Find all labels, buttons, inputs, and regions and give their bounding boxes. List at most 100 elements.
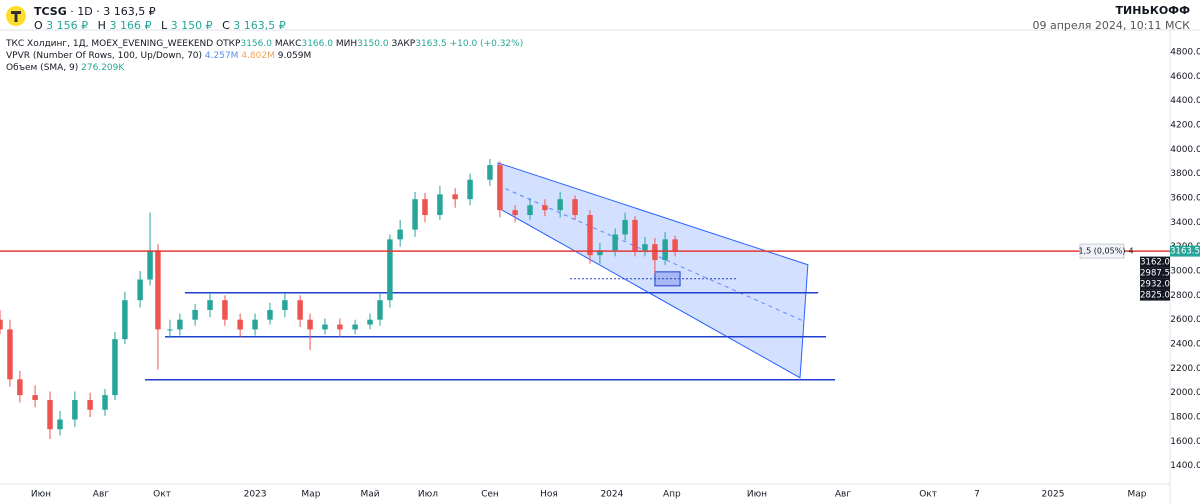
ohlc-line: O 3 156 ₽ H 3 166 ₽ L 3 150 ₽ C 3 163,5 …	[34, 19, 292, 32]
candle-body	[527, 205, 533, 216]
channel	[497, 162, 809, 379]
y-tick-label: 1800.0	[1170, 413, 1200, 423]
legend-value: 276.209K	[81, 63, 125, 73]
ohlc-key: O	[34, 19, 43, 32]
x-tick-label: 7	[974, 490, 980, 500]
ohlc-key: H	[97, 19, 106, 32]
y-tick-label: 2000.0	[1170, 388, 1200, 398]
candle-body	[267, 309, 273, 320]
symbol: TCSG	[34, 5, 67, 18]
candle-body	[642, 244, 648, 251]
candle-body	[352, 324, 358, 330]
ohlc-value: 3 150 ₽	[170, 19, 213, 32]
candle-body	[322, 324, 328, 330]
candle-body	[377, 300, 383, 320]
x-tick-label: Июн	[31, 490, 51, 500]
legend-value: 4.802M	[241, 51, 275, 61]
candle-body	[672, 239, 678, 252]
candle-body	[622, 219, 628, 235]
y-tick-label: 1600.0	[1170, 437, 1200, 447]
y-tick-label: 3800.0	[1170, 169, 1200, 179]
y-tick-label: 3600.0	[1170, 193, 1200, 203]
candle-body	[652, 244, 658, 261]
price-badge-label: 3163.5	[1170, 247, 1200, 257]
price-badge	[1170, 245, 1200, 257]
spread-count: 4	[1128, 247, 1133, 256]
candle-body	[422, 199, 428, 216]
y-tick-label: 4600.0	[1170, 72, 1200, 82]
price-badge-label: 3162.0	[1140, 258, 1170, 268]
x-tick-label: Сен	[481, 490, 499, 500]
candle-body	[167, 329, 173, 331]
candle-body	[122, 300, 128, 340]
price-badge	[1140, 267, 1170, 279]
candle-body	[557, 199, 563, 211]
candle-body	[467, 179, 473, 200]
x-tick-label: Май	[360, 490, 379, 500]
candle-body	[0, 319, 3, 330]
candle-body	[112, 339, 118, 396]
y-tick-label: 1400.0	[1170, 461, 1200, 471]
candle-body	[497, 165, 503, 211]
legend-value: 3166.0	[301, 39, 333, 49]
candle-body	[542, 205, 548, 211]
x-tick-label: Окт	[153, 490, 171, 500]
range-box	[654, 271, 681, 287]
y-tick-label: 3400.0	[1170, 218, 1200, 228]
logo-mark	[11, 11, 21, 22]
x-tick-label: Мар	[301, 490, 320, 500]
y-tick-label: 2400.0	[1170, 340, 1200, 350]
legend-value: 3163.5	[415, 39, 447, 49]
candle-body	[662, 239, 668, 261]
brand: ТИНЬКОФФ	[1115, 4, 1190, 17]
x-tick-label: Авг	[835, 490, 851, 500]
legend-value: 4.257M	[204, 51, 239, 61]
candle-body	[177, 319, 183, 330]
legend-change: +10.0 (+0.32%)	[449, 39, 524, 49]
legend-name: VPVR (Number Of Rows, 100, Up/Down, 70)	[6, 51, 203, 61]
legend-value: 3156.0	[240, 39, 272, 49]
ohlc-value: 3 156 ₽	[46, 19, 89, 32]
legend-key: ЗАКР	[391, 39, 416, 49]
legend-value: 3150.0	[357, 39, 389, 49]
ohlc-value: 3 163,5 ₽	[233, 19, 286, 32]
candle-body	[612, 234, 618, 251]
x-tick-label: Мар	[1127, 490, 1146, 500]
price-badge-label: 2932.0	[1140, 280, 1170, 290]
spread-box	[1079, 243, 1125, 259]
candle-body	[47, 400, 53, 430]
candle-body	[192, 309, 198, 320]
candle-body	[252, 319, 258, 330]
x-tick-label: 2023	[244, 490, 267, 500]
legend-main: ТКС Холдинг, 1Д, MOEX_EVENING_WEEKEND ОТ…	[6, 39, 523, 49]
legend-key: МАКС	[274, 39, 302, 49]
legend-key: ОТКР	[216, 39, 241, 49]
x-tick-label: Июл	[418, 490, 438, 500]
price-badge	[1140, 289, 1170, 301]
candle-body	[102, 395, 108, 410]
x-tick-label: 2025	[1042, 490, 1065, 500]
legend-vpvr: VPVR (Number Of Rows, 100, Up/Down, 70) …	[6, 51, 311, 61]
y-tick-label: 3000.0	[1170, 266, 1200, 276]
candle-body	[367, 319, 373, 325]
candle-body	[337, 324, 343, 330]
x-tick-label: Июн	[747, 490, 767, 500]
candle-body	[452, 194, 458, 200]
ohlc-value: 3 166 ₽	[109, 19, 152, 32]
candle-body	[437, 194, 443, 216]
candle-body	[7, 329, 13, 380]
symbol-line: TCSG · 1D · 3 163,5 ₽	[34, 5, 156, 18]
price-badge	[1140, 256, 1170, 268]
y-tick-label: 2800.0	[1170, 291, 1200, 301]
y-tick-label: 4800.0	[1170, 47, 1200, 57]
candle-body	[17, 379, 23, 396]
interval: 1D	[77, 5, 93, 18]
x-tick-label: Окт	[919, 490, 937, 500]
candle-body	[207, 300, 213, 310]
ohlc-key: L	[160, 19, 168, 32]
spread-label: 1,5 (0,05%)	[1079, 247, 1126, 256]
x-tick-label: Апр	[663, 490, 681, 500]
candle-body	[147, 250, 153, 280]
price-badge-label: 2825.0	[1140, 291, 1170, 301]
